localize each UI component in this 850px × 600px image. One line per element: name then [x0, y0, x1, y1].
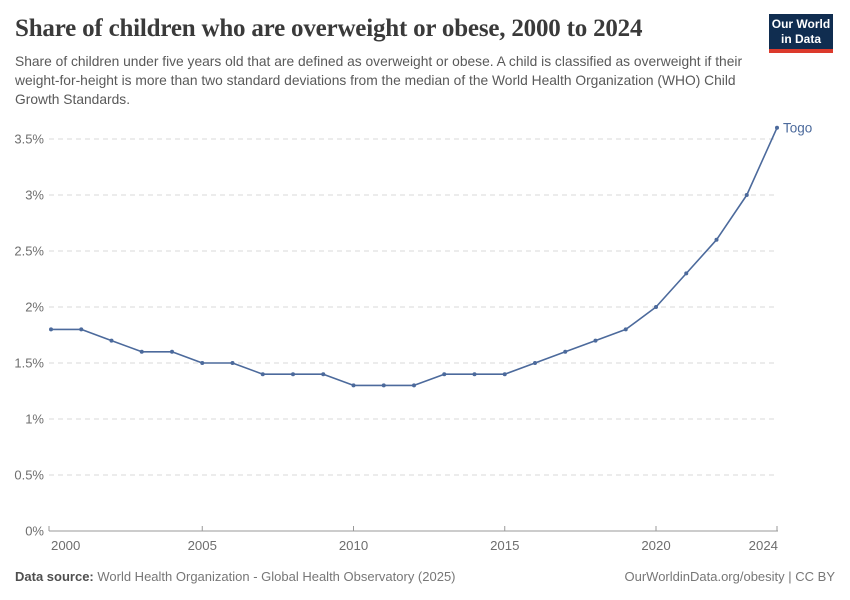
y-axis-tick-label: 2.5% [14, 244, 44, 259]
data-point [200, 361, 205, 365]
y-axis-tick-label: 3% [25, 188, 44, 203]
data-point [654, 305, 658, 309]
x-axis-tick-label: 2015 [490, 538, 519, 553]
attribution-note: OurWorldinData.org/obesity | CC BY [624, 569, 836, 584]
x-axis-tick-label: 2010 [339, 538, 368, 553]
chart-title: Share of children who are overweight or … [15, 15, 643, 42]
data-point [79, 327, 84, 332]
y-axis-tick-label: 3.5% [14, 132, 44, 147]
series-line-togo [50, 127, 778, 387]
y-axis-tick-label: 0.5% [14, 468, 44, 483]
x-axis-tick-label: 2020 [641, 538, 670, 553]
y-axis-tick-label: 1% [25, 412, 44, 427]
owid-logo-text: Our World in Data [769, 14, 833, 49]
x-axis-tick-label: 2005 [188, 538, 217, 553]
data-point [321, 372, 326, 377]
data-point [775, 125, 779, 130]
data-point [623, 327, 628, 332]
y-axis-tick-label: 0% [25, 524, 44, 539]
data-point [442, 372, 447, 377]
data-point [472, 372, 477, 377]
owid-logo-line1: Our World [771, 17, 831, 31]
data-point [502, 372, 507, 377]
data-source-label: Data source: [15, 569, 94, 584]
owid-logo-stripe [769, 49, 833, 53]
data-point [49, 327, 53, 332]
data-point [260, 372, 265, 377]
data-point [230, 361, 235, 365]
y-axis-tick-label: 1.5% [14, 356, 44, 371]
owid-logo: Our World in Data [769, 14, 833, 53]
owid-logo-line2: in Data [780, 32, 821, 46]
data-point [412, 383, 416, 388]
data-point [170, 349, 174, 354]
data-point [381, 383, 386, 388]
chart-subtitle: Share of children under five years old t… [15, 54, 743, 107]
data-point [714, 237, 719, 242]
data-source-note: Data source: World Health Organization -… [15, 569, 456, 584]
x-axis-tick-label: 2000 [51, 538, 80, 553]
x-axis-tick-label: 2024 [749, 538, 778, 553]
y-axis-tick-label: 2% [25, 300, 44, 315]
data-point [563, 349, 568, 354]
series-label-togo: Togo [783, 120, 812, 135]
chart-footer: Data source: World Health Organization -… [15, 569, 835, 584]
data-point [533, 361, 537, 365]
data-point [593, 338, 598, 343]
data-point [291, 372, 295, 377]
data-point [744, 193, 749, 197]
data-source-text: World Health Organization - Global Healt… [93, 569, 456, 584]
data-point [109, 338, 114, 343]
data-point [684, 271, 689, 276]
data-point [139, 349, 144, 354]
data-point [351, 383, 356, 388]
